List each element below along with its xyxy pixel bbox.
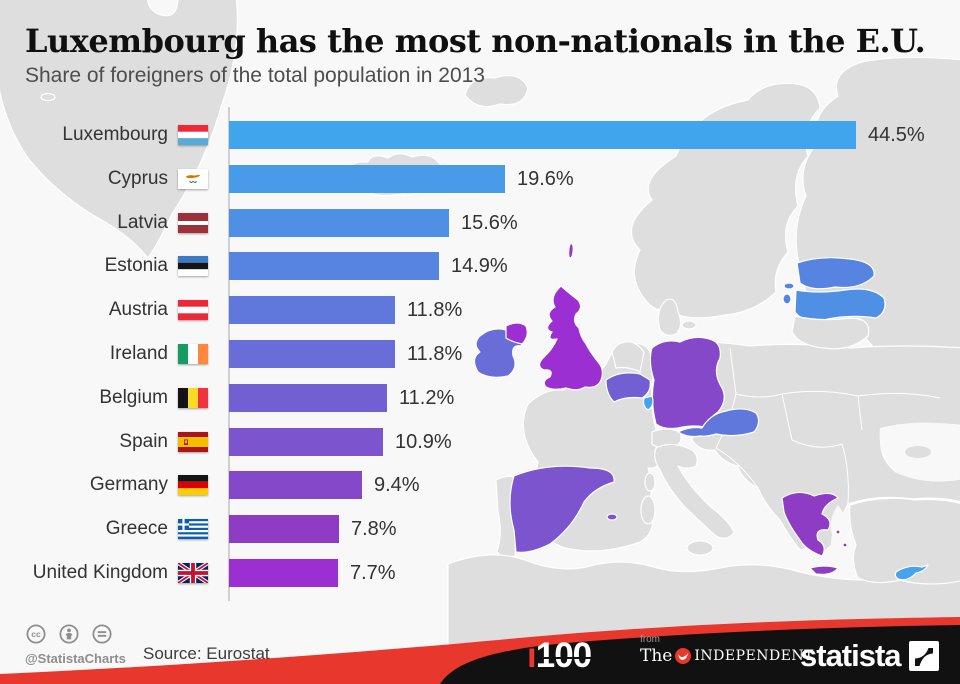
value-label: 7.8% xyxy=(351,518,397,541)
map-country-belgium xyxy=(605,372,651,403)
flag-austria-icon xyxy=(178,300,208,321)
map-land-turkey xyxy=(849,497,960,585)
country-label: Latvia xyxy=(117,211,168,233)
flag-luxembourg-icon xyxy=(178,125,208,145)
independent-logo-name: INDEPENDENT xyxy=(694,648,815,664)
source-label: Source: Eurostat xyxy=(143,644,270,663)
chart-row-belgium: Belgium 11.2% xyxy=(0,383,960,412)
map-land-greenland xyxy=(0,0,238,259)
i100-logo-number: 100 xyxy=(535,636,592,675)
no-derivatives-icon xyxy=(92,624,112,644)
map-island-balearic xyxy=(606,513,618,521)
value-label: 11.2% xyxy=(399,386,455,409)
bar-chart: Luxembourg 44.5% Cyprus 19.6% Latvia 15.6% Est… xyxy=(0,107,960,601)
bar-austria xyxy=(229,296,395,325)
map-country-spain xyxy=(509,465,615,553)
map-country-uk xyxy=(538,285,604,391)
map-country-cyprus xyxy=(894,564,929,581)
value-label: 9.4% xyxy=(374,474,420,497)
value-label: 11.8% xyxy=(407,343,463,365)
i100-logo: i100 xyxy=(527,636,592,676)
chart-row-germany: Germany 9.4% xyxy=(0,471,960,500)
chart-row-estonia: Estonia 14.9% xyxy=(0,252,960,281)
independent-logo: from The INDEPENDENT xyxy=(640,634,814,666)
footer: cc @StatistaCharts Source: Eurostat i100… xyxy=(0,612,960,684)
statista-wordmark: statista xyxy=(800,638,902,673)
cc-icon: cc xyxy=(26,624,46,644)
chart-row-cyprus: Cyprus 19.6% xyxy=(0,164,960,193)
chart-row-uk: United Kingdom 7.7% xyxy=(0,559,960,587)
flag-ireland-icon xyxy=(178,344,208,364)
bar-belgium xyxy=(229,383,387,412)
country-label: Austria xyxy=(108,299,168,321)
value-label: 7.7% xyxy=(350,562,396,584)
independent-eagle-icon xyxy=(675,648,692,664)
independent-logo-the: The xyxy=(640,646,673,666)
map-country-northern-ireland xyxy=(505,322,528,345)
value-label: 19.6% xyxy=(517,167,574,190)
bar-ireland xyxy=(229,340,395,368)
flag-spain-icon xyxy=(178,431,208,452)
value-label: 10.9% xyxy=(395,430,452,453)
flag-cyprus-icon xyxy=(178,168,208,189)
flag-uk-icon xyxy=(178,563,208,583)
country-label: United Kingdom xyxy=(32,562,168,583)
country-label: Belgium xyxy=(99,386,168,408)
statista-logo-icon xyxy=(908,641,939,671)
page-subtitle: Share of foreigners of the total populat… xyxy=(25,64,485,87)
flag-greece-icon xyxy=(178,519,208,540)
country-label: Luxembourg xyxy=(62,124,168,145)
country-label: Ireland xyxy=(109,343,168,364)
attribution-icon xyxy=(59,624,79,644)
chart-row-latvia: Latvia 15.6% xyxy=(0,208,960,237)
map-country-germany xyxy=(649,336,725,430)
value-label: 15.6% xyxy=(461,211,518,234)
chart-row-luxembourg: Luxembourg 44.5% xyxy=(0,121,960,149)
country-label: Greece xyxy=(105,518,168,540)
country-label: Cyprus xyxy=(107,167,168,189)
chart-row-spain: Spain 10.9% xyxy=(0,427,960,456)
map-country-estonia xyxy=(796,257,875,290)
bar-luxembourg xyxy=(229,121,856,149)
flag-latvia-icon xyxy=(178,212,208,233)
map-country-austria xyxy=(677,408,760,438)
map-country-luxembourg xyxy=(642,395,654,411)
map-country-greece xyxy=(781,491,839,557)
bar-uk xyxy=(229,559,338,587)
map-island-estonia xyxy=(783,282,795,290)
bar-germany xyxy=(229,471,362,500)
chart-row-greece: Greece 7.8% xyxy=(0,515,960,544)
country-label: Germany xyxy=(89,474,168,496)
value-label: 14.9% xyxy=(451,255,508,278)
map-island-crete xyxy=(809,565,839,575)
flag-estonia-icon xyxy=(178,256,208,277)
chart-row-ireland: Ireland 11.8% xyxy=(0,340,960,368)
statista-logo: statista xyxy=(800,638,939,674)
i100-logo-midline xyxy=(541,657,592,659)
country-label: Estonia xyxy=(104,255,168,277)
value-label: 44.5% xyxy=(868,124,925,146)
bar-spain xyxy=(229,427,383,456)
value-label: 11.8% xyxy=(407,299,463,322)
flag-belgium-icon xyxy=(178,387,208,408)
chart-row-austria: Austria 11.8% xyxy=(0,296,960,325)
map-island-shetland xyxy=(568,243,574,259)
flag-germany-icon xyxy=(178,475,208,496)
footer-swoosh-graphic xyxy=(0,617,960,684)
statista-charts-handle: @StatistaCharts xyxy=(25,651,126,666)
country-label: Spain xyxy=(119,430,168,452)
license-icons: cc xyxy=(26,624,112,644)
bar-cyprus xyxy=(229,164,505,193)
bar-estonia xyxy=(229,252,439,281)
from-label: from xyxy=(640,634,660,645)
page-title: Luxembourg has the most non-nationals in… xyxy=(25,22,926,60)
map-country-lithuania xyxy=(791,315,870,350)
i100-logo-i: i xyxy=(527,636,537,675)
bar-greece xyxy=(229,515,339,544)
svg-text:cc: cc xyxy=(31,629,41,639)
map-land-italy xyxy=(654,443,735,539)
bar-latvia xyxy=(229,208,449,237)
